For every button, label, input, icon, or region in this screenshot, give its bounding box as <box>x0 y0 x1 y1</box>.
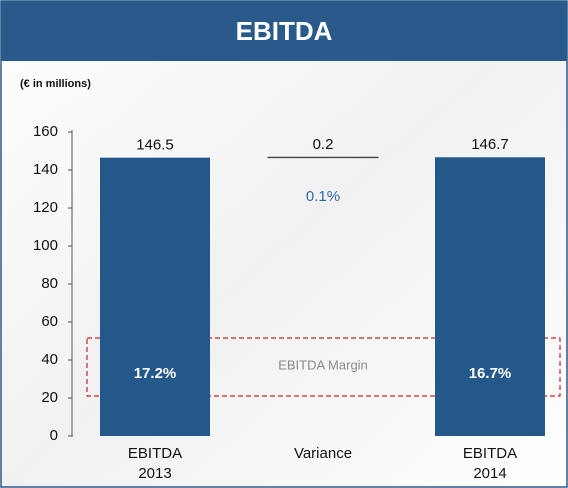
margin-value: 16.7% <box>469 365 512 382</box>
y-tick-label: 120 <box>33 199 58 216</box>
margin-label: EBITDA Margin <box>278 357 368 372</box>
x-tick-label: EBITDA 2013 <box>127 445 183 482</box>
bar <box>435 157 545 436</box>
variance-pct: 0.1% <box>306 188 340 205</box>
margin-value: 17.2% <box>134 365 177 382</box>
y-tick-label: 0 <box>50 427 58 444</box>
x-tick-label: EBITDA 2014 <box>462 445 518 482</box>
margin-box <box>86 337 561 397</box>
x-tick-label: Variance <box>293 445 353 462</box>
chart-title: EBITDA <box>236 16 333 46</box>
y-tick-label: 100 <box>33 237 58 254</box>
y-tick-label: 80 <box>41 275 58 292</box>
y-tick-label: 20 <box>41 389 58 406</box>
y-tick-label: 140 <box>33 161 58 178</box>
bar <box>100 157 210 436</box>
y-tick-label: 60 <box>41 313 58 330</box>
value-label: 0.2 <box>313 136 334 153</box>
value-label: 146.5 <box>136 137 174 154</box>
value-label: 146.7 <box>471 136 509 153</box>
title-banner <box>1 1 567 61</box>
y-tick-label: 40 <box>41 351 58 368</box>
subtitle: (€ in millions) <box>20 78 91 90</box>
y-tick-label: 160 <box>33 123 58 140</box>
